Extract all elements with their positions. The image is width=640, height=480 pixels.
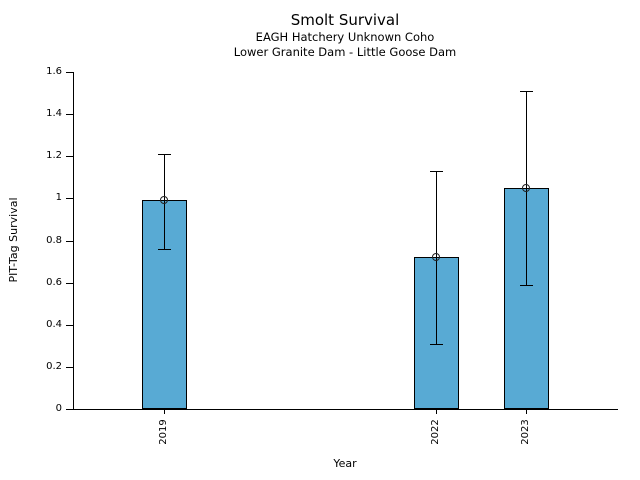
y-tick-label: 1.2 (46, 150, 62, 161)
error-cap-bottom (430, 344, 443, 345)
y-tick (66, 367, 73, 368)
error-cap-top (430, 171, 443, 172)
x-tick-label: 2019 (158, 419, 169, 445)
y-tick-label: 0 (55, 403, 62, 414)
chart-title: Smolt Survival (290, 11, 400, 29)
error-cap-top (158, 154, 171, 155)
x-axis-label: Year (333, 457, 357, 470)
y-tick (66, 114, 73, 115)
chart-subtitle-line2: Lower Granite Dam - Little Goose Dam (233, 45, 457, 59)
point-marker (160, 196, 168, 204)
y-tick-label: 0.6 (46, 277, 62, 288)
point-marker (432, 253, 440, 261)
y-tick (66, 198, 73, 199)
y-tick-label: 0.4 (46, 319, 62, 330)
y-tick (66, 409, 73, 410)
y-tick (66, 72, 73, 73)
plot-area (73, 72, 618, 410)
y-axis-label: PIT-Tag Survival (7, 197, 20, 283)
y-tick-label: 0.2 (46, 361, 62, 372)
x-tick (526, 410, 527, 414)
y-tick-label: 1 (55, 192, 62, 203)
point-marker (522, 184, 530, 192)
chart-subtitle-line1: EAGH Hatchery Unknown Coho (255, 30, 435, 44)
y-tick (66, 325, 73, 326)
y-tick (66, 241, 73, 242)
error-cap-bottom (520, 285, 533, 286)
x-tick-label: 2023 (520, 419, 531, 445)
y-tick (66, 156, 73, 157)
y-tick-label: 0.8 (46, 235, 62, 246)
x-tick (436, 410, 437, 414)
error-cap-top (520, 91, 533, 92)
y-tick (66, 283, 73, 284)
y-tick-label: 1.6 (46, 66, 62, 77)
x-tick (164, 410, 165, 414)
y-tick-label: 1.4 (46, 108, 62, 119)
x-tick-label: 2022 (430, 419, 441, 445)
error-cap-bottom (158, 249, 171, 250)
